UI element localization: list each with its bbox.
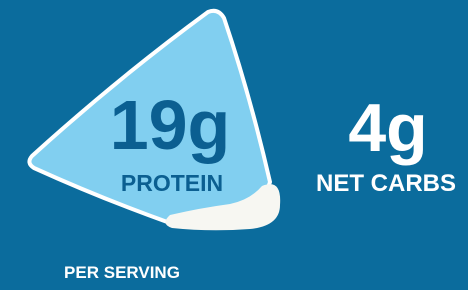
protein-amount: 19g bbox=[110, 86, 231, 164]
page: 19g PROTEIN 4g NET CARBS PER SERVING (()… bbox=[0, 0, 468, 290]
carbs-amount: 4g bbox=[348, 90, 427, 166]
carbs-label: NET CARBS bbox=[316, 170, 456, 197]
nutrition-graphic: 19g PROTEIN 4g NET CARBS PER SERVING bbox=[0, 0, 468, 290]
footer-note: PER SERVING bbox=[64, 263, 180, 282]
protein-label: PROTEIN bbox=[121, 170, 223, 196]
